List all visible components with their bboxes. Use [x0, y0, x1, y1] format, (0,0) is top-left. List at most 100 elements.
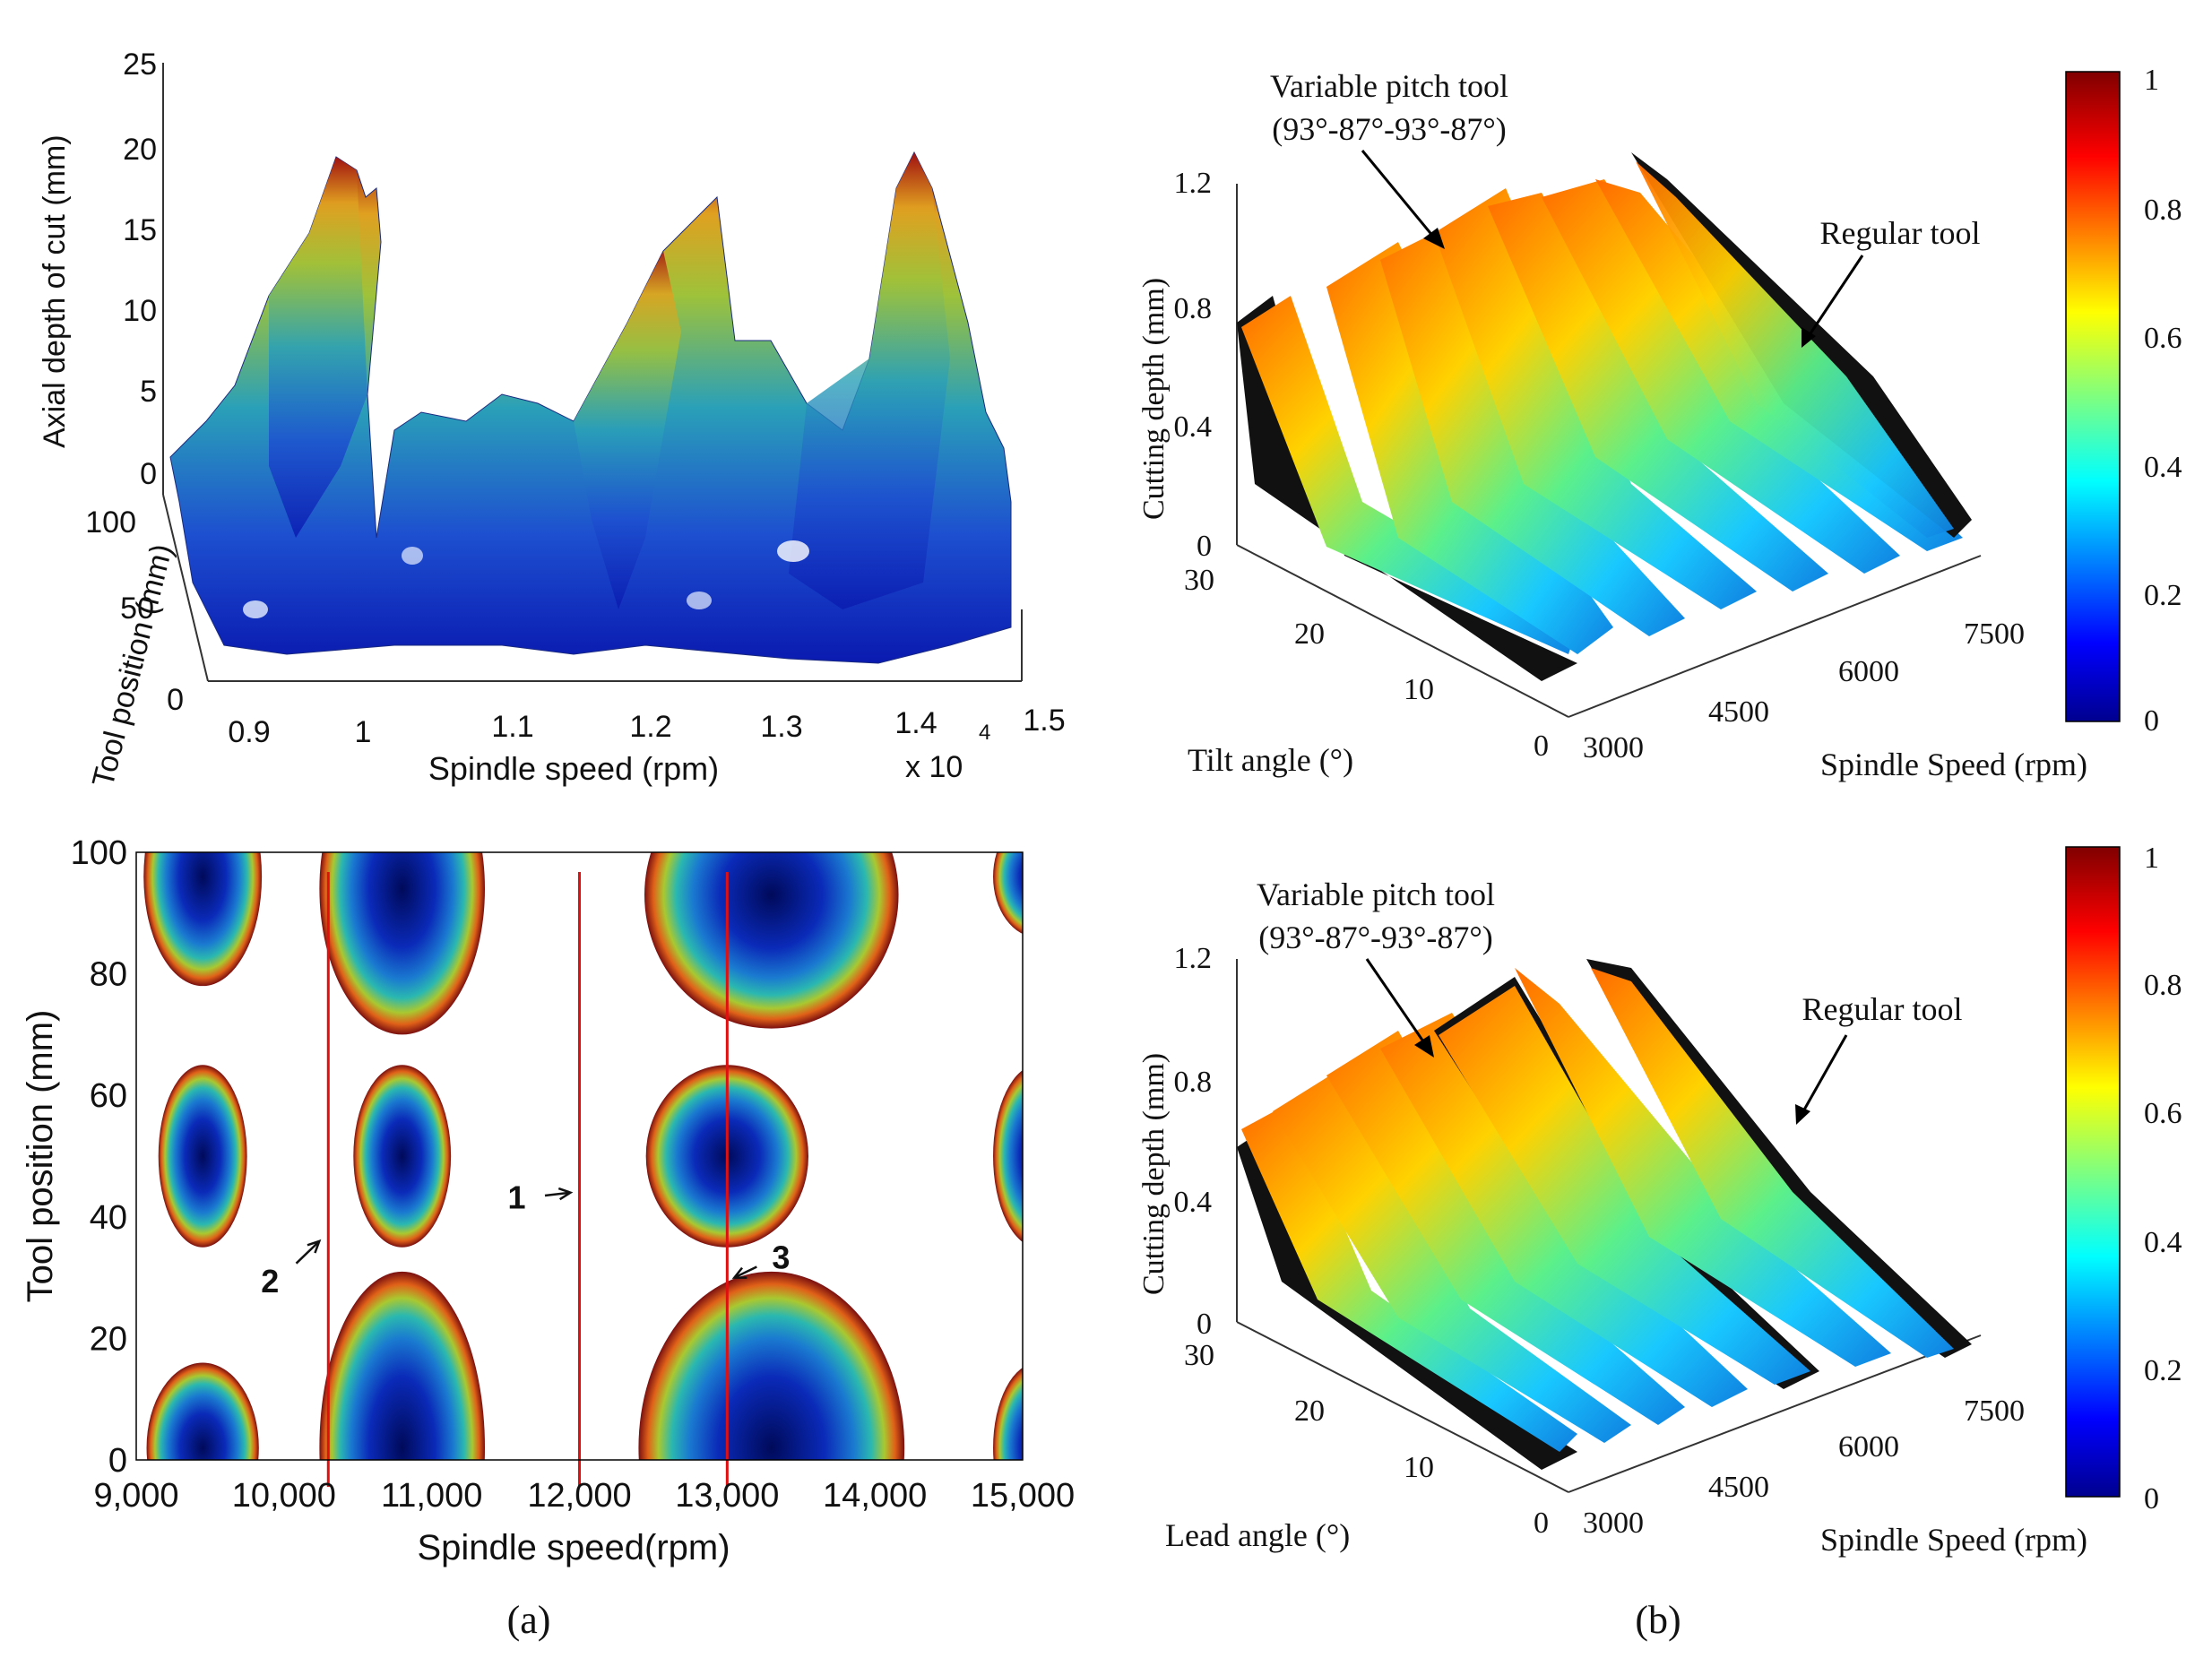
- br-z-tick: 1.2: [1174, 942, 1213, 975]
- tr-y-tick: 0: [1534, 730, 1549, 763]
- tl-x-tick: 1.1: [491, 710, 533, 744]
- tr-y-tick: 10: [1404, 673, 1434, 706]
- br-z-tick: 0.8: [1174, 1066, 1213, 1099]
- br-cb-tick: 0: [2144, 1482, 2159, 1516]
- bl-x-tick: 14,000: [823, 1477, 927, 1515]
- annotation-label: 1: [507, 1179, 525, 1216]
- panel-b-bottom-surface: 1.2 0.8 0.4 0 Cutting depth (mm) 30 20 1…: [1137, 842, 2182, 1558]
- annotation-label: 2: [261, 1263, 279, 1300]
- tl-z-tick: 0: [140, 457, 157, 491]
- bl-x-tick: 9,000: [93, 1477, 178, 1515]
- br-x-tick: 7500: [1964, 1395, 2025, 1428]
- br-y-tick: 10: [1404, 1451, 1434, 1484]
- tr-z-tick: 0.8: [1174, 292, 1213, 325]
- br-y-tick: 30: [1184, 1339, 1214, 1372]
- br-cb-tick: 0.2: [2144, 1354, 2182, 1387]
- bl-x-tick: 11,000: [381, 1477, 482, 1515]
- tr-colorbar: [2065, 71, 2121, 722]
- panel-b-top-surface: 1.2 0.8 0.4 0 Cutting depth (mm) 30 20 1…: [1137, 64, 2182, 782]
- surface-blades: [1237, 959, 1972, 1470]
- tr-annotation-variable-angles: (93°-87°-93°-87°): [1272, 111, 1507, 147]
- tl-z-tick: 20: [123, 133, 157, 167]
- bl-x-label: Spindle speed(rpm): [417, 1528, 730, 1567]
- br-x-label: Spindle Speed (rpm): [1820, 1522, 2087, 1558]
- br-colorbar: [2065, 846, 2121, 1498]
- annotation-label: 3: [772, 1239, 790, 1276]
- tl-x-exponent: 4: [979, 721, 990, 745]
- stability-lobe: [993, 1367, 1023, 1460]
- tr-z-tick: 0: [1197, 530, 1212, 563]
- br-cb-tick: 0.4: [2144, 1226, 2182, 1259]
- br-y-tick: 20: [1294, 1395, 1325, 1428]
- stability-lobe: [158, 1065, 247, 1248]
- tl-z-tick: 10: [123, 294, 157, 328]
- stability-lobe: [143, 852, 263, 987]
- tr-cb-tick: 0: [2144, 704, 2159, 738]
- surface-mesh: [169, 151, 1012, 664]
- br-cb-tick: 0.6: [2144, 1097, 2182, 1130]
- tr-cb-tick: 0.6: [2144, 322, 2182, 355]
- br-arrow-regular: [1802, 1034, 1848, 1112]
- tl-x-multiplier: x 10: [905, 750, 963, 784]
- br-cb-tick: 1: [2144, 842, 2159, 875]
- tr-z-tick: 0.4: [1174, 410, 1213, 444]
- bl-y-tick: 60: [90, 1077, 127, 1115]
- tl-x-tick: 1.2: [629, 710, 671, 744]
- tl-z-tick: 25: [123, 47, 157, 82]
- bl-y-label: Tool position (mm): [21, 1010, 60, 1303]
- bl-y-tick: 80: [90, 956, 127, 994]
- tl-x-tick: 0.9: [228, 715, 270, 749]
- tr-annotation-regular: Regular tool: [1820, 215, 1981, 251]
- tr-z-tick: 1.2: [1174, 167, 1213, 200]
- annotation-arrow-2: 2: [261, 1239, 322, 1300]
- tr-cb-tick: 0.4: [2144, 451, 2182, 484]
- stability-lobe: [644, 852, 899, 1029]
- surface-blades: [1237, 152, 1972, 681]
- br-cb-tick: 0.8: [2144, 969, 2182, 1002]
- tr-y-tick: 30: [1184, 564, 1214, 597]
- tr-cb-tick: 0.2: [2144, 579, 2182, 612]
- tr-x-label: Spindle Speed (rpm): [1820, 747, 2087, 782]
- tr-y-tick: 20: [1294, 617, 1325, 651]
- br-annotation-variable: Variable pitch tool: [1257, 876, 1495, 912]
- tr-y-label: Tilt angle (°): [1188, 742, 1353, 778]
- br-z-tick: 0: [1197, 1308, 1212, 1341]
- tr-x-tick: 7500: [1964, 617, 2025, 651]
- br-z-label: Cutting depth (mm): [1137, 1053, 1171, 1295]
- tl-z-tick: 15: [123, 213, 157, 247]
- tr-annotation-variable: Variable pitch tool: [1270, 68, 1508, 104]
- tl-y-tick: 50: [120, 592, 154, 626]
- bl-y-tick: 20: [90, 1320, 127, 1358]
- stability-lobe: [993, 852, 1023, 935]
- br-y-tick: 0: [1534, 1507, 1549, 1540]
- stability-lobe: [319, 1271, 485, 1460]
- stability-lobe: [993, 1070, 1023, 1242]
- tr-arrow-variable: [1361, 150, 1436, 238]
- stability-lobe: [319, 852, 485, 1035]
- tl-x-tick: 1.4: [894, 706, 937, 740]
- tr-cb-tick: 1: [2144, 64, 2159, 97]
- br-arrow-variable: [1365, 958, 1427, 1045]
- tl-y-tick: 100: [85, 505, 136, 540]
- tl-x-label: Spindle speed (rpm): [428, 750, 719, 787]
- panel-a-bottom-contour: 1 2 3 9,000 10,000 11,000 12,000 13,000 14,000 1…: [21, 834, 1075, 1567]
- panel-a-top-surface: 25 20 15 10 5 0 Axial depth of cut (mm) …: [38, 47, 1066, 790]
- tl-y-label: Tool position (mm): [86, 540, 179, 790]
- bl-x-tick: 13,000: [675, 1477, 779, 1515]
- br-x-tick: 3000: [1583, 1507, 1644, 1540]
- tl-y-tick: 0: [167, 683, 184, 717]
- bl-y-tick: 40: [90, 1199, 127, 1237]
- bl-x-tick: 15,000: [971, 1477, 1075, 1515]
- stability-lobe: [146, 1362, 259, 1460]
- tr-z-label: Cutting depth (mm): [1137, 278, 1171, 520]
- bl-y-tick: 100: [71, 834, 127, 872]
- tr-x-tick: 4500: [1708, 695, 1769, 729]
- tr-cb-tick: 0.8: [2144, 194, 2182, 227]
- tr-x-tick: 6000: [1838, 655, 1899, 688]
- br-x-tick: 4500: [1708, 1471, 1769, 1504]
- annotation-arrow-3: 3: [731, 1239, 790, 1279]
- bl-y-tick: 0: [108, 1442, 127, 1480]
- figure-label-a: (a): [507, 1598, 551, 1642]
- br-x-tick: 6000: [1838, 1430, 1899, 1464]
